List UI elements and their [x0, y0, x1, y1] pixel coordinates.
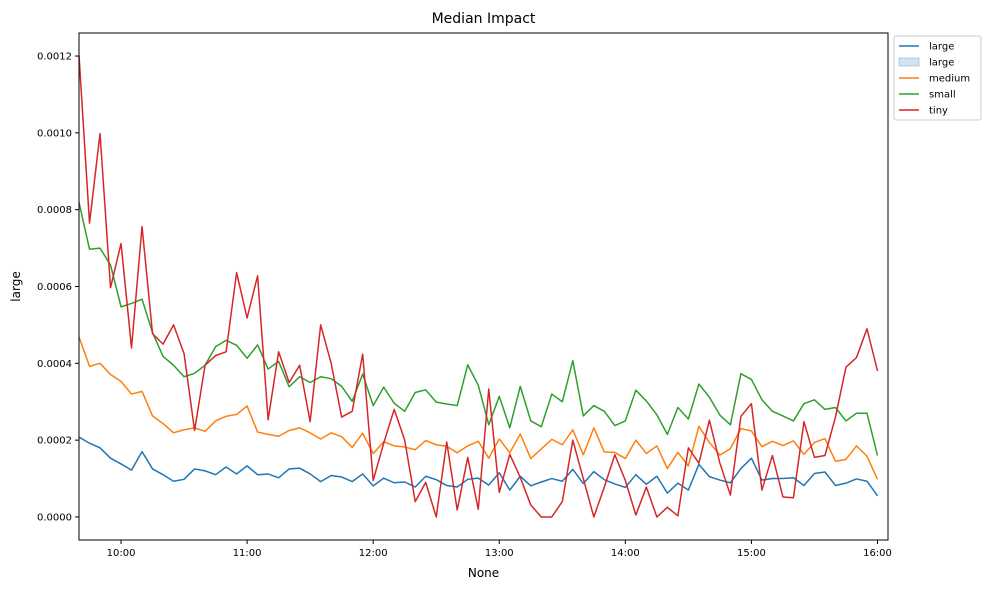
y-axis: 0.0000 0.0002 0.0004 0.0006 0.0008 0.0010 0.00…: [37, 52, 79, 523]
x-axis: 10:00 11:00 12:00 13:00 14:00 15:00 16:00: [107, 540, 892, 559]
series-line-medium: [78, 336, 879, 480]
x-tick-label: 11:00: [233, 548, 262, 559]
series-line-large: [78, 436, 879, 497]
series-line-tiny: [78, 55, 879, 518]
x-tick-label: 12:00: [359, 548, 388, 559]
y-tick-label: 0.0010: [37, 128, 72, 139]
y-tick-label: 0.0004: [37, 359, 72, 370]
y-tick-label: 0.0012: [37, 52, 72, 63]
x-axis-label: None: [468, 566, 499, 580]
legend-label: small: [929, 90, 956, 101]
y-tick-label: 0.0002: [37, 436, 72, 447]
y-axis-label: large: [9, 271, 23, 301]
x-tick-label: 10:00: [107, 548, 136, 559]
legend-swatch-band: [898, 57, 920, 67]
y-tick-label: 0.0006: [37, 282, 72, 293]
legend-label: tiny: [929, 106, 948, 117]
legend-label: large: [929, 58, 954, 69]
x-tick-label: 16:00: [863, 548, 892, 559]
legend-label: large: [929, 42, 954, 53]
legend-frame: [893, 35, 982, 121]
y-tick-label: 0.0000: [37, 512, 72, 523]
series-line-small: [78, 202, 879, 456]
x-tick-label: 14:00: [611, 548, 640, 559]
legend: large large medium small tiny: [893, 35, 982, 121]
x-tick-label: 15:00: [737, 548, 766, 559]
legend-items: large large medium small tiny: [898, 42, 970, 117]
y-tick-label: 0.0008: [37, 205, 72, 216]
legend-label: medium: [929, 74, 970, 85]
x-tick-label: 13:00: [485, 548, 514, 559]
series-layer: [78, 55, 879, 518]
chart-title: Median Impact: [432, 11, 536, 27]
